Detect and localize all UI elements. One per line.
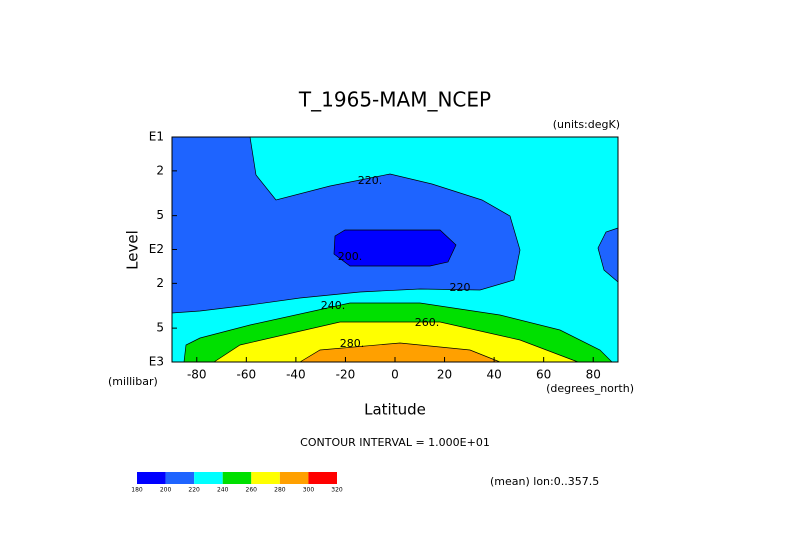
colorbar-box [222, 472, 252, 484]
colorbar-label: 180 [131, 487, 143, 494]
colorbar-label: 320 [331, 487, 343, 494]
x-axis-unit: (degrees_north) [546, 382, 634, 395]
y-tick-label: 2 [156, 276, 164, 290]
x-tick-label: -60 [237, 368, 257, 382]
x-tick-label: -40 [286, 368, 306, 382]
y-tick-label: E1 [149, 130, 164, 144]
colorbar-box [279, 472, 309, 484]
colorbar-box [194, 472, 223, 484]
colorbar-label: 280 [274, 487, 286, 494]
x-tick-label: -20 [336, 368, 356, 382]
contour-label: 220. [358, 174, 383, 187]
y-tick-label: E2 [149, 242, 164, 256]
y-axis-unit: (millibar) [108, 375, 158, 388]
colorbar-box [308, 472, 337, 484]
x-tick-label: -80 [187, 368, 207, 382]
colorbar-box [251, 472, 280, 484]
contour-label: 200. [338, 250, 363, 263]
colorbar-box [137, 472, 166, 484]
x-tick-label: 0 [391, 368, 399, 382]
x-axis-label: Latitude [364, 401, 426, 419]
contour-label: 280. [340, 337, 365, 350]
y-tick-label: 2 [156, 163, 164, 177]
footnote: (mean) lon:0..357.5 [490, 475, 599, 488]
contour-label: 240. [321, 299, 346, 312]
colorbar-label: 220 [188, 487, 200, 494]
y-tick-label: E3 [149, 355, 164, 369]
chart-title: T_1965-MAM_NCEP [298, 88, 491, 112]
contour-label: 220 [450, 281, 471, 294]
contour-band [333, 229, 457, 267]
colorbar-label: 300 [303, 487, 315, 494]
contour-label: 260. [415, 316, 440, 329]
y-tick-label: 5 [156, 208, 164, 222]
units-label: (units:degK) [553, 118, 620, 131]
x-tick-label: 40 [486, 368, 501, 382]
contour-band [171, 136, 521, 314]
x-tick-label: 80 [586, 368, 601, 382]
y-axis-label: Level [124, 230, 142, 270]
x-tick-label: 60 [536, 368, 551, 382]
y-tick-label: 5 [156, 321, 164, 335]
colorbar-box [165, 472, 195, 484]
colorbar-label: 200 [160, 487, 172, 494]
colorbar-label: 240 [217, 487, 229, 494]
colorbar-label: 260 [246, 487, 258, 494]
contour-interval: CONTOUR INTERVAL = 1.000E+01 [300, 436, 490, 449]
x-tick-label: 20 [437, 368, 452, 382]
